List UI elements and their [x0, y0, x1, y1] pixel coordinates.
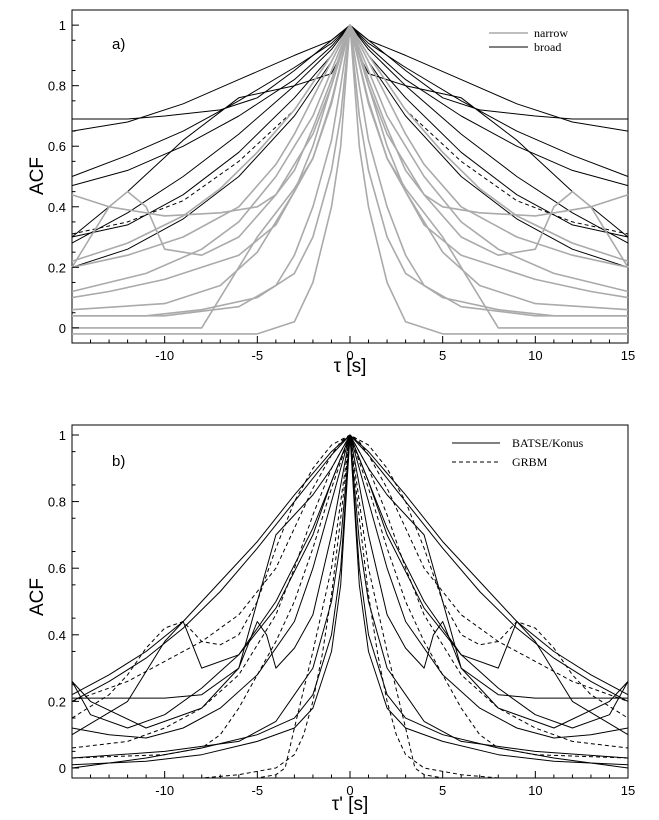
series-line-batse-konus-6: [71, 434, 629, 766]
y-tick-label: 0.8: [48, 495, 66, 510]
panel-label: b): [112, 453, 125, 470]
series-line-narrow-18: [71, 24, 629, 269]
y-tick-label: 0.2: [48, 260, 66, 275]
series-line-narrow-15: [71, 24, 629, 268]
series-line-batse-konus-3: [71, 434, 629, 736]
x-tick-label: -5: [252, 783, 264, 798]
plot-frame: [71, 9, 629, 344]
y-tick-label: 0.2: [48, 694, 66, 709]
series-line-narrow-17: [72, 24, 628, 329]
y-tick-label: 0.4: [48, 628, 66, 643]
chart-panel-a: -10 -5 0 5 10 15 0 0.2 0.4 0.6 0.8 1 a) τ [s] ACF n…: [27, 9, 635, 377]
series-line-narrow-9: [72, 24, 628, 335]
series-line-narrow-10: [72, 24, 628, 317]
y-tick-label: 1: [59, 18, 66, 33]
series-line-broad-6: [71, 24, 629, 268]
legend-label-narrow: narrow: [534, 26, 568, 40]
series-line-grbm-10: [71, 434, 629, 702]
x-tick-label: 5: [439, 783, 446, 798]
series-line-batse-konus-7: [71, 434, 629, 739]
y-axis-label: ACF: [27, 157, 48, 195]
series-line-batse-konus-4: [71, 434, 629, 729]
x-tick-label: 5: [439, 348, 446, 363]
series-line-broad-4: [71, 24, 629, 244]
y-tick-label: 0: [59, 761, 66, 776]
y-axis-label: ACF: [27, 578, 48, 616]
series-line-grbm-14: [72, 434, 628, 779]
x-tick-label: 0: [346, 348, 353, 363]
series-line-broad-8: [71, 24, 629, 238]
series-line-grbm-12: [72, 434, 628, 779]
series-line-narrow-19: [72, 24, 628, 317]
x-tick-label: 10: [528, 783, 542, 798]
series-line-batse-konus-9: [71, 434, 629, 759]
series-layer: [71, 434, 629, 779]
legend: BATSE/Konus GRBM: [452, 436, 584, 469]
x-tick-label: 10: [528, 348, 542, 363]
x-tick-label: 15: [621, 783, 635, 798]
y-tick-label: 0: [59, 321, 66, 336]
x-axis-label: τ' [s]: [332, 794, 368, 815]
x-tick-label: -10: [155, 783, 174, 798]
series-line-grbm-15: [71, 434, 629, 749]
series-line-narrow-16: [71, 24, 629, 299]
series-line-batse-konus-1: [71, 434, 629, 702]
y-tick-label: 1: [59, 428, 66, 443]
y-tick-label: 0.8: [48, 79, 66, 94]
series-line-grbm-11: [71, 434, 629, 719]
y-tick-label: 0.6: [48, 139, 66, 154]
series-line-grbm-13: [71, 434, 629, 759]
series-layer: [71, 24, 629, 335]
series-line-broad-7: [71, 24, 629, 235]
axis-layer: -10 -5 0 5 10 15 0 0.2 0.4 0.6 0.8 1: [48, 428, 635, 798]
series-line-batse-konus-8: [71, 434, 629, 729]
x-axis-label: τ [s]: [334, 356, 367, 377]
x-tick-label: -10: [155, 348, 174, 363]
legend-label-grbm: GRBM: [512, 455, 548, 469]
x-tick-label: 0: [346, 783, 353, 798]
y-tick-label: 0.4: [48, 200, 66, 215]
y-tick-label: 0.6: [48, 561, 66, 576]
series-line-broad-5: [71, 24, 629, 238]
legend-label-broad: broad: [534, 40, 561, 54]
panel-label: a): [112, 36, 125, 53]
x-tick-label: -5: [252, 348, 264, 363]
series-line-narrow-11: [71, 24, 629, 311]
x-tick-label: 15: [621, 348, 635, 363]
legend: narrow broad: [489, 26, 568, 54]
legend-label-batse-konus: BATSE/Konus: [512, 436, 584, 450]
series-line-batse-konus-2: [72, 434, 628, 699]
axis-layer: -10 -5 0 5 10 15 0 0.2 0.4 0.6 0.8 1: [48, 18, 635, 363]
